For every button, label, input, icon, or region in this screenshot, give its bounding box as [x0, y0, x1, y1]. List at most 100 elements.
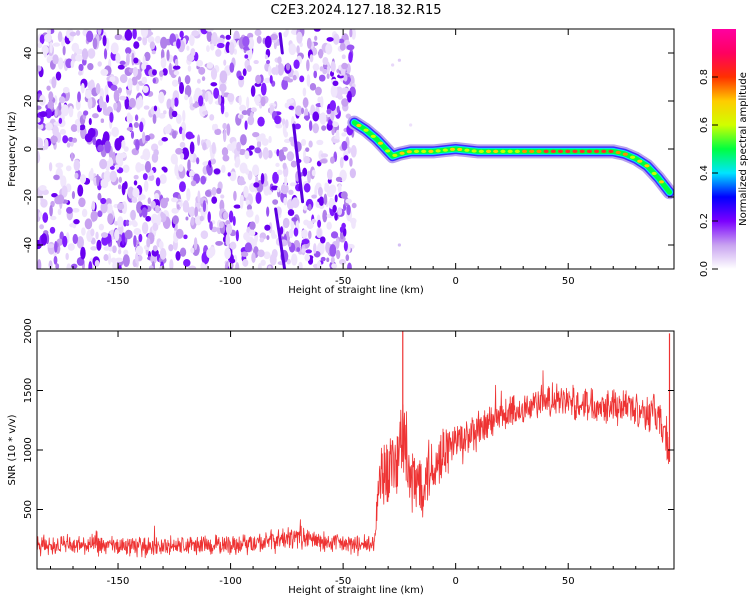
noise-blob	[259, 237, 265, 243]
noise-blob	[37, 105, 42, 110]
noise-blob	[56, 194, 65, 205]
noise-blob	[171, 79, 179, 87]
noise-blob	[247, 32, 254, 39]
noise-blob	[257, 116, 265, 127]
noise-blob	[349, 29, 353, 38]
noise-blob	[115, 100, 122, 113]
noise-blob	[222, 129, 227, 143]
noise-blob	[73, 159, 81, 172]
noise-blob	[211, 186, 217, 196]
noise-blob	[244, 120, 248, 131]
noise-blob	[253, 95, 261, 104]
noise-blob	[202, 200, 207, 213]
noise-blob	[275, 162, 280, 168]
noise-blob	[266, 206, 270, 217]
noise-blob	[117, 87, 123, 94]
noise-blob	[254, 214, 260, 224]
noise-blob	[286, 98, 295, 104]
noise-blob	[57, 208, 62, 216]
noise-blob	[119, 74, 128, 84]
ridge-core	[644, 164, 650, 168]
noise-blob	[262, 147, 269, 160]
noise-blob	[291, 197, 300, 209]
noise-blob	[115, 257, 124, 263]
noise-blob	[301, 229, 308, 239]
noise-blob	[345, 254, 350, 262]
ridge-core	[514, 149, 520, 153]
noise-blob	[272, 199, 279, 205]
noise-dot	[391, 63, 395, 67]
snr-xtick-label: -150	[107, 576, 130, 587]
noise-blob	[221, 147, 229, 157]
ridge-core	[464, 148, 470, 152]
noise-blob	[305, 249, 313, 254]
noise-blob	[224, 111, 229, 118]
noise-blob	[225, 34, 231, 40]
noise-blob	[198, 95, 204, 107]
noise-blob	[123, 146, 129, 152]
noise-blob	[39, 94, 46, 106]
noise-blob	[112, 151, 116, 164]
noise-blob	[158, 240, 164, 250]
noise-blob	[229, 241, 237, 250]
noise-blob	[176, 204, 180, 209]
noise-blob	[124, 229, 133, 240]
noise-blob	[233, 48, 238, 55]
noise-blob	[243, 232, 250, 241]
noise-blob	[146, 237, 151, 248]
noise-blob	[140, 155, 145, 160]
noise-blob	[304, 253, 311, 262]
noise-blob	[185, 216, 189, 221]
noise-blob	[155, 204, 160, 214]
noise-blob	[343, 240, 348, 252]
noise-blob	[123, 249, 129, 256]
snr-xtick-label: 50	[562, 576, 575, 587]
noise-blob	[182, 200, 190, 213]
noise-blob	[37, 150, 40, 163]
spectrogram-xtick-label: 0	[452, 276, 458, 287]
noise-blob	[220, 194, 225, 199]
noise-blob	[183, 259, 191, 267]
colorbar-gradient	[712, 29, 736, 269]
snr-xtick-label: -50	[335, 576, 351, 587]
noise-blob	[350, 145, 357, 158]
noise-blob	[330, 256, 335, 264]
noise-blob	[224, 247, 231, 260]
noise-blob	[200, 262, 206, 269]
noise-blob	[228, 210, 234, 223]
noise-blob	[141, 207, 148, 218]
noise-blob	[100, 201, 108, 214]
noise-blob	[55, 162, 64, 169]
noise-blob	[97, 144, 104, 152]
noise-blob	[186, 188, 191, 202]
noise-blob	[326, 72, 330, 80]
noise-blob	[49, 226, 56, 234]
noise-blob	[171, 110, 178, 118]
noise-blob	[301, 248, 306, 253]
noise-blob	[217, 94, 222, 106]
noise-blob	[238, 148, 247, 156]
noise-blob	[246, 64, 252, 73]
noise-blob	[72, 207, 80, 213]
noise-blob	[309, 54, 314, 63]
noise-blob	[55, 71, 62, 81]
noise-blob	[206, 62, 214, 69]
noise-blob	[190, 48, 196, 57]
noise-blob	[117, 249, 122, 255]
noise-blob	[215, 240, 224, 246]
noise-blob	[144, 134, 151, 142]
spectrogram-ytick-label: -40	[23, 237, 34, 253]
noise-blob	[284, 176, 288, 186]
noise-blob	[246, 209, 254, 218]
noise-blob	[143, 105, 150, 110]
noise-blob	[154, 192, 160, 200]
noise-blob	[341, 54, 346, 60]
noise-blob	[95, 83, 101, 95]
noise-blob	[124, 96, 130, 110]
noise-blob	[223, 211, 229, 220]
noise-blob	[144, 161, 152, 173]
noise-blob	[238, 75, 245, 81]
snr-xlabel: Height of straight line (km)	[288, 585, 424, 596]
noise-blob	[70, 152, 74, 162]
snr-plot-area	[37, 331, 674, 569]
